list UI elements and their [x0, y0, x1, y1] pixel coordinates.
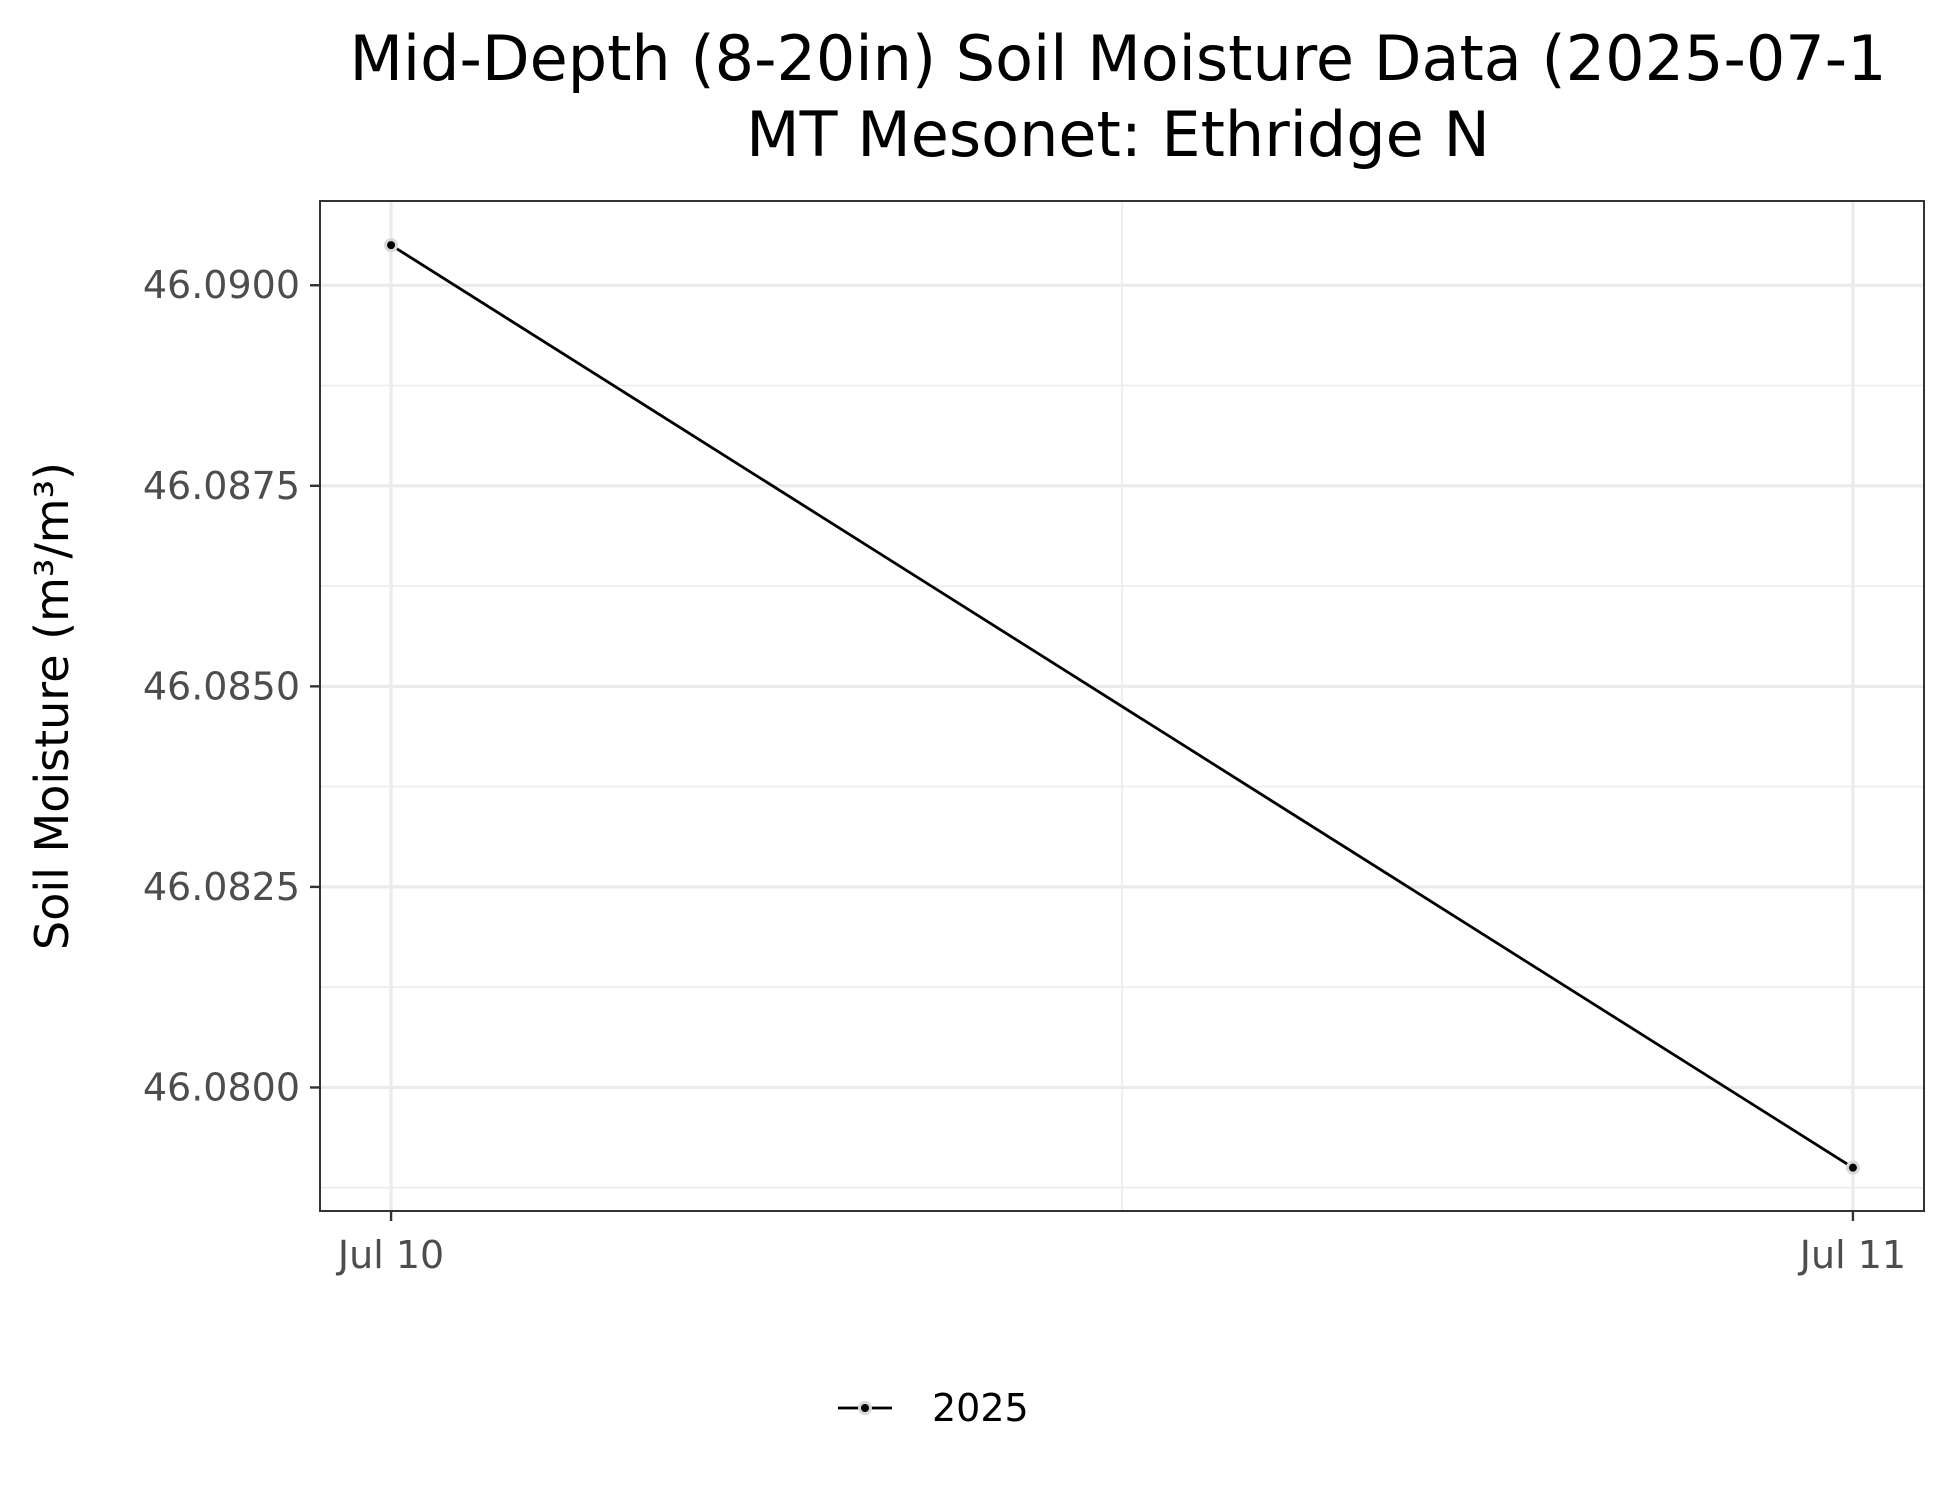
- data-point: [387, 241, 396, 250]
- y-tick-label: 46.0825: [143, 865, 300, 909]
- series-line: [390, 243, 1854, 1169]
- y-tick-label: 46.0850: [143, 664, 300, 708]
- plot-panel-border: [319, 200, 1925, 1212]
- y-tick-label: 46.0800: [143, 1065, 300, 1109]
- grid-lines: [320, 201, 1924, 1211]
- legend-label: 2025: [932, 1386, 1029, 1430]
- chart-title: Mid-Depth (8-20in) Soil Moisture Data (2…: [349, 22, 1886, 95]
- x-tick-label: Jul 11: [1798, 1233, 1906, 1277]
- data-point: [1848, 1163, 1857, 1172]
- x-tick-label: Jul 10: [336, 1233, 444, 1277]
- y-axis-label: Soil Moisture (m³/m³): [25, 462, 79, 950]
- series-layer: [384, 238, 1860, 1175]
- y-tick-label: 46.0900: [143, 263, 300, 307]
- legend-key-point: [861, 1404, 869, 1412]
- chart-subtitle: MT Mesonet: Ethridge N: [746, 98, 1490, 171]
- y-tick-label: 46.0875: [143, 464, 300, 508]
- legend: 2025: [838, 1386, 1029, 1430]
- axes: 46.0800 46.0825 46.0850 46.0875 46.0900 Jul 1…: [143, 263, 1906, 1277]
